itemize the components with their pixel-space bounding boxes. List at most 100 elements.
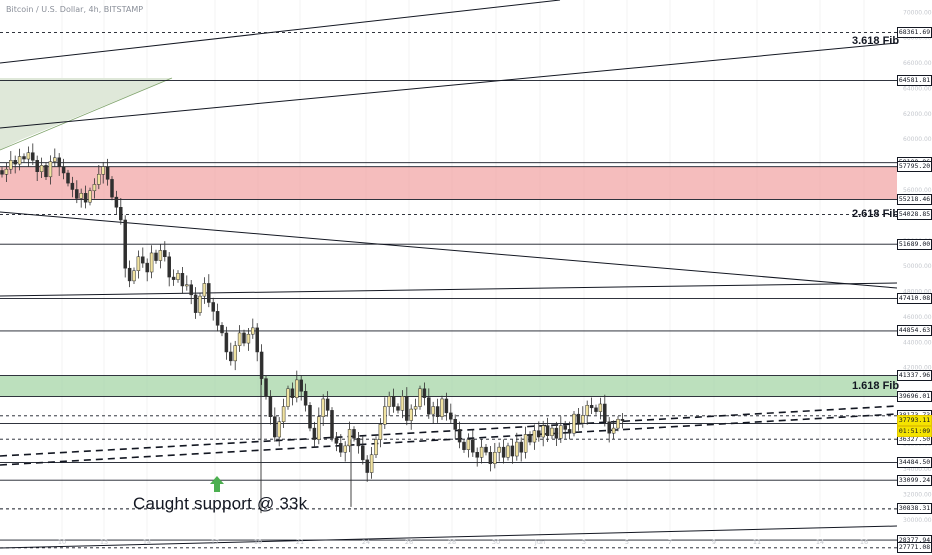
candle [158, 250, 163, 261]
price-tick: 56000.00 [903, 187, 932, 194]
price-level-box: 51689.00 [897, 238, 932, 250]
candle [506, 445, 510, 458]
candle [466, 439, 471, 450]
candle [242, 332, 246, 344]
candle [435, 406, 440, 417]
candle [141, 256, 145, 264]
price-level-box: 34484.50 [897, 457, 932, 469]
candle [493, 451, 497, 464]
support-caption: Caught support @ 33k [133, 494, 308, 513]
candle [132, 270, 136, 282]
candle [339, 443, 343, 453]
candle [484, 446, 488, 453]
time-tick: 11 [753, 538, 761, 546]
candle [220, 325, 224, 334]
candle [101, 166, 105, 175]
candle [202, 283, 207, 297]
candle [290, 388, 295, 398]
candle [334, 438, 339, 444]
candle [409, 408, 413, 421]
candle [176, 273, 180, 280]
price-tick: 64000.00 [903, 85, 932, 92]
time-tick: 7 [668, 538, 672, 546]
fib-2618-label: 2.618 Fib [852, 208, 900, 220]
price-tick: 34000.00 [903, 466, 932, 473]
candle [308, 405, 312, 429]
up-arrow-icon [210, 476, 224, 492]
candle [229, 351, 233, 362]
candle [114, 196, 119, 208]
price-tick: 32000.00 [903, 492, 932, 499]
price-tick: 42000.00 [903, 365, 932, 372]
candle [9, 160, 13, 170]
candle [277, 421, 281, 438]
time-tick: 14 [816, 538, 824, 546]
candle [88, 190, 92, 203]
fib-1618-label: 1.618 Fib [852, 380, 900, 392]
price-level-box: 41337.96 [897, 370, 932, 382]
time-tick: 21 [296, 538, 304, 546]
candle [13, 160, 17, 165]
candle [145, 262, 149, 273]
candle [4, 168, 9, 175]
candle [246, 333, 251, 344]
price-tick: 62000.00 [903, 111, 932, 118]
candle [22, 156, 26, 160]
candle [66, 172, 70, 184]
candle [149, 252, 154, 273]
candle [299, 379, 303, 392]
candle [387, 396, 391, 407]
trendline [0, 42, 898, 129]
candle [537, 430, 541, 438]
time-tick: 28 [448, 538, 456, 546]
candle [528, 434, 532, 443]
candle [532, 430, 537, 443]
trendline [0, 282, 898, 297]
candle [286, 388, 290, 407]
candle [365, 459, 369, 473]
price-tick: 44000.00 [903, 339, 932, 346]
candle [594, 407, 598, 412]
candle [83, 193, 88, 203]
candle [53, 157, 57, 162]
candle [48, 161, 53, 178]
candle [119, 207, 123, 221]
time-tick: 5 [625, 538, 629, 546]
time-tick: 10 [58, 538, 66, 546]
candle [312, 427, 317, 440]
price-level-box: 47410.08 [897, 293, 932, 305]
price-level-box: 44854.63 [897, 325, 932, 337]
candle [479, 446, 484, 458]
candle [431, 406, 435, 415]
candle [255, 327, 259, 353]
time-tick: Jun [534, 538, 545, 546]
dashed-trendline [0, 413, 898, 466]
trendline [0, 211, 898, 289]
candle [171, 276, 176, 280]
candle [471, 439, 475, 453]
candle [233, 345, 237, 362]
price-tick: 30000.00 [903, 517, 932, 524]
candle [281, 406, 286, 423]
candle [418, 388, 422, 407]
candle [497, 446, 501, 453]
time-tick: 26 [405, 538, 413, 546]
time-tick: 3 [582, 538, 586, 546]
candle [361, 445, 365, 461]
time-tick: 16 [860, 538, 868, 546]
candle [541, 425, 545, 438]
candle [400, 396, 405, 411]
price-tick: 70000.00 [903, 9, 932, 16]
candle [264, 378, 268, 397]
candle [545, 425, 550, 436]
candle [26, 152, 31, 160]
candle [136, 256, 141, 271]
candle [198, 295, 202, 313]
candle [321, 398, 325, 417]
candle [70, 182, 75, 190]
candle [347, 429, 352, 447]
price-level-box: 33099.24 [897, 474, 932, 486]
candle [396, 406, 400, 411]
